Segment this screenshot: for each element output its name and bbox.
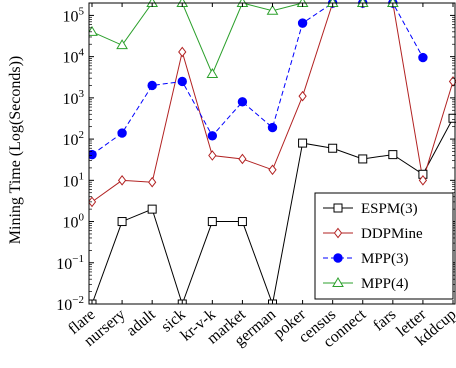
legend-marker — [333, 227, 343, 239]
y-tick-label: 104 — [63, 47, 85, 67]
data-point — [89, 149, 97, 160]
legend-label: ESPM(3) — [361, 201, 418, 217]
y-tick-label: 10−1 — [56, 253, 84, 273]
y-tick-label: 105 — [63, 5, 85, 25]
legend-marker — [333, 203, 343, 213]
data-point — [297, 18, 308, 28]
data-point — [208, 150, 217, 161]
data-point — [147, 204, 157, 214]
y-tick-label: 101 — [63, 170, 85, 190]
legend-marker — [332, 277, 344, 287]
x-category-label: adult — [123, 306, 159, 340]
data-point — [298, 138, 308, 148]
data-point — [177, 76, 187, 87]
data-point — [268, 164, 277, 176]
y-axis-label: Mining Time (Log(Seconds)) — [7, 56, 24, 244]
y-tick-label: 100 — [63, 212, 85, 232]
data-point — [267, 122, 278, 133]
data-point — [117, 128, 127, 138]
data-point — [207, 131, 218, 141]
data-point — [116, 39, 128, 50]
data-point — [418, 175, 428, 186]
data-point — [147, 80, 157, 91]
data-point — [266, 4, 279, 15]
legend-label: DDPMine — [361, 226, 423, 242]
data-point — [298, 90, 307, 102]
data-point — [388, 150, 398, 160]
data-point — [237, 217, 247, 227]
data-point — [117, 175, 127, 186]
data-point — [418, 52, 428, 63]
data-point — [238, 153, 247, 165]
legend-marker — [333, 253, 343, 263]
data-point — [117, 217, 127, 227]
data-point — [148, 176, 157, 188]
legend-label: MPP(4) — [361, 276, 409, 292]
data-point — [237, 97, 248, 107]
data-point — [178, 46, 187, 58]
legend: ESPM(3) DDPMine MPP(3) MPP(4) — [314, 192, 454, 300]
data-point — [328, 143, 338, 153]
data-point — [89, 196, 97, 208]
legend-label: MPP(3) — [361, 251, 409, 267]
series-line — [91, 2, 393, 76]
series-line — [91, 2, 424, 156]
y-tick-label: 103 — [63, 88, 85, 108]
data-point — [206, 67, 219, 78]
y-tick-label: 10−2 — [56, 294, 84, 314]
data-point — [358, 154, 368, 164]
data-point — [207, 217, 217, 227]
y-tick-label: 102 — [63, 129, 85, 149]
